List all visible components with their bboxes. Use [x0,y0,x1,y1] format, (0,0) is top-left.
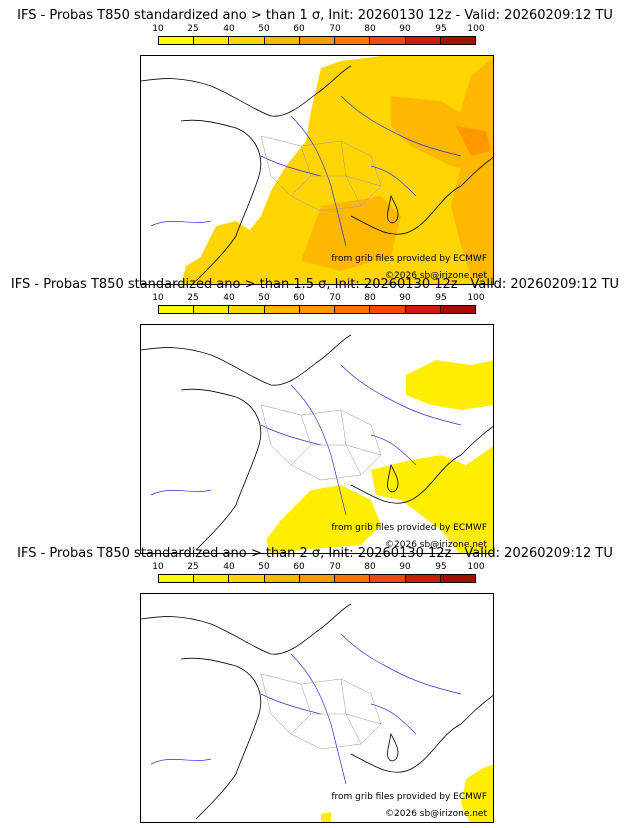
colorbar-swatch [159,306,195,313]
colorbar-swatch [335,306,371,313]
colorbar-swatch [264,37,300,44]
colorbar-swatch [405,306,441,313]
colorbar-swatch [299,37,336,44]
colorbar-swatch [405,575,441,582]
colorbar-tick: 10 [152,562,164,572]
colorbar-tick: 90 [399,24,411,34]
coastlines [141,334,493,551]
colorbar-swatch [370,575,406,582]
colorbar-tick: 100 [467,562,485,572]
borders [260,404,382,481]
probability-shading [321,764,493,822]
panel-title: IFS - Probas T850 standardized ano > tha… [17,8,613,23]
colorbar-swatch [194,306,230,313]
probability-map: from grib files provided by ECMWF ©2026 … [140,55,494,285]
probability-map: from grib files provided by ECMWF ©2026 … [140,593,494,823]
map-svg [141,603,493,822]
colorbar-tick: 50 [258,562,270,572]
colorbar-swatch [299,575,336,582]
colorbar-tick: 50 [258,24,270,34]
colorbar-tick: 100 [467,293,485,303]
colorbar: 10 25 40 50 60 70 80 90 95 100 [152,562,485,590]
colorbar-swatch [299,306,336,313]
colorbar-swatches [158,305,476,314]
data-source-credit: from grib files provided by ECMWF [331,523,487,533]
copyright-credit: ©2026 sb@irizone.net [385,540,487,550]
rivers [150,633,462,785]
probability-shading [266,360,493,553]
colorbar-tick: 40 [223,24,235,34]
colorbar-tick: 25 [187,562,199,572]
colorbar-swatch [264,575,300,582]
coastlines [141,603,493,820]
copyright-credit: ©2026 sb@irizone.net [385,809,487,819]
colorbar-tick: 60 [293,562,305,572]
borders [260,135,382,212]
colorbar-tick: 90 [399,293,411,303]
colorbar-tick: 25 [187,293,199,303]
colorbar-tick: 50 [258,293,270,303]
colorbar-tick: 80 [364,293,376,303]
colorbar-swatch [370,306,406,313]
borders [260,673,382,750]
colorbar-tick: 95 [435,293,447,303]
colorbar-tick: 25 [187,24,199,34]
data-source-credit: from grib files provided by ECMWF [331,792,487,802]
panel-title: IFS - Probas T850 standardized ano > tha… [17,546,613,561]
coastlines [141,65,493,282]
colorbar-tick: 70 [329,293,341,303]
colorbar-swatch [440,306,475,313]
colorbar: 10 25 40 50 60 70 80 90 95 100 [152,24,485,52]
colorbar-tick: 10 [152,293,164,303]
data-source-credit: from grib files provided by ECMWF [331,254,487,264]
colorbar-tick: 95 [435,562,447,572]
colorbar-tick: 60 [293,293,305,303]
copyright-credit: ©2026 sb@irizone.net [385,271,487,281]
colorbar-swatches [158,36,476,45]
colorbar-swatch [405,37,441,44]
colorbar-swatch [264,306,300,313]
colorbar: 10 25 40 50 60 70 80 90 95 100 [152,293,485,321]
map-svg [141,334,493,553]
map-panel-3: IFS - Probas T850 standardized ano > tha… [0,546,630,823]
colorbar-swatch [370,37,406,44]
rivers [150,95,462,247]
colorbar-swatch [159,575,195,582]
probability-shading [181,56,493,284]
rivers [150,364,462,516]
colorbar-swatch [229,575,265,582]
colorbar-tick: 70 [329,24,341,34]
colorbar-tick: 70 [329,562,341,572]
map-svg [141,56,493,284]
colorbar-swatch [229,37,265,44]
colorbar-tick: 10 [152,24,164,34]
colorbar-tick: 80 [364,24,376,34]
colorbar-tick: 40 [223,293,235,303]
colorbar-swatch [440,37,475,44]
colorbar-swatches [158,574,476,583]
colorbar-tick: 90 [399,562,411,572]
colorbar-swatch [159,37,195,44]
colorbar-swatch [194,37,230,44]
colorbar-tick: 40 [223,562,235,572]
colorbar-tick: 60 [293,24,305,34]
colorbar-tick: 100 [467,24,485,34]
map-panel-1: IFS - Probas T850 standardized ano > tha… [0,8,630,285]
probability-map: from grib files provided by ECMWF ©2026 … [140,324,494,554]
map-panel-2: IFS - Probas T850 standardized ano > tha… [0,277,630,554]
colorbar-swatch [229,306,265,313]
colorbar-swatch [194,575,230,582]
colorbar-swatch [335,575,371,582]
colorbar-tick: 95 [435,24,447,34]
colorbar-tick: 80 [364,562,376,572]
colorbar-swatch [335,37,371,44]
panel-title: IFS - Probas T850 standardized ano > tha… [10,277,620,292]
colorbar-swatch [440,575,475,582]
